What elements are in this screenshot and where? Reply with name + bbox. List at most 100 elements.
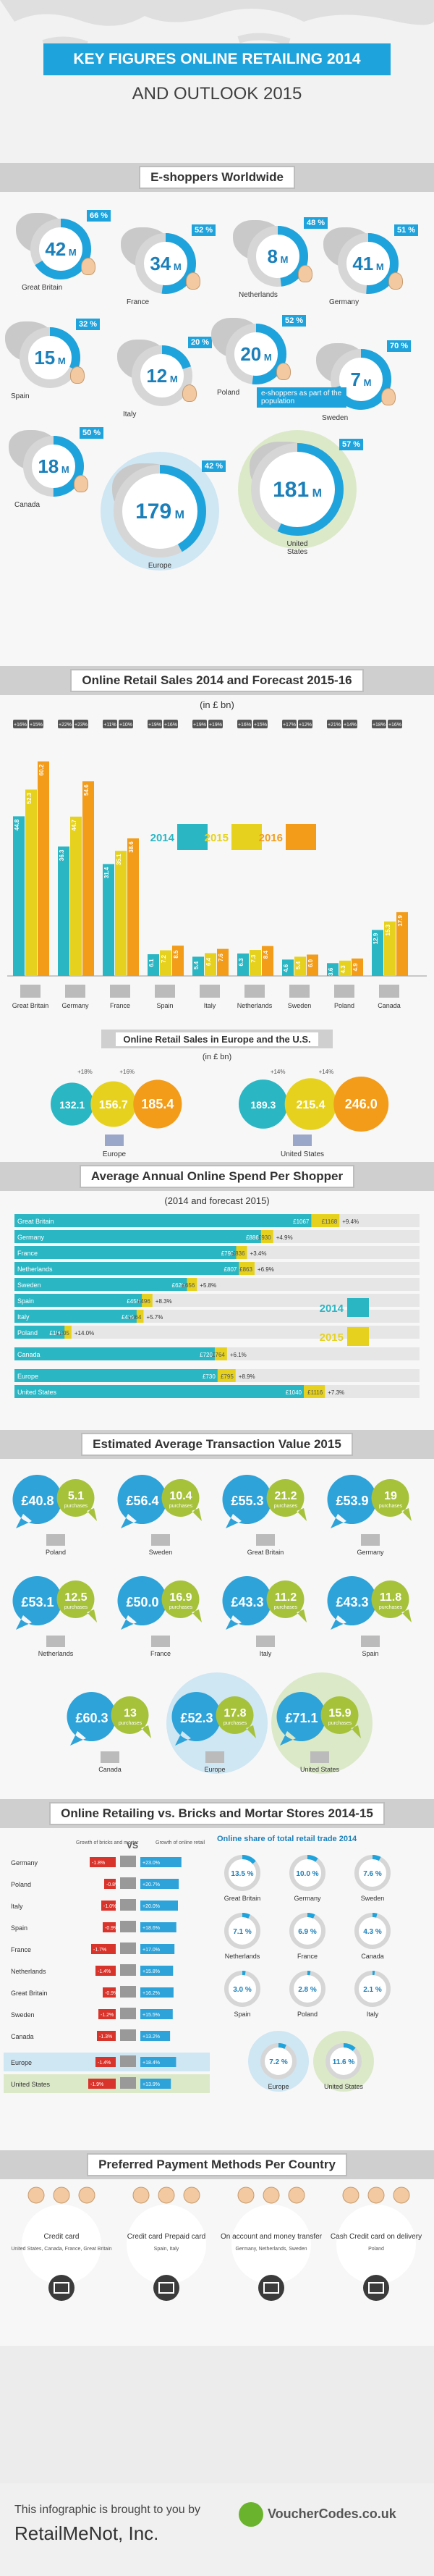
avatar-icon xyxy=(186,272,200,290)
avatar-icon xyxy=(182,384,197,402)
share-ring: 12 M xyxy=(132,345,192,406)
sales-value-label: 4.3 xyxy=(340,965,346,974)
avatar-icon xyxy=(183,2186,200,2204)
transaction-value: £60.3 xyxy=(75,1711,108,1725)
country-flag-icon xyxy=(65,985,85,998)
growth-label: +12% xyxy=(299,723,312,728)
eshopper-pct: 50 % xyxy=(80,427,104,439)
category-label: Great Britain xyxy=(12,1002,49,1009)
growth-badge xyxy=(327,720,341,728)
transaction-value: £52.3 xyxy=(180,1711,213,1725)
avatar-icon xyxy=(381,388,396,405)
purchases-label: purchases xyxy=(64,1605,88,1610)
country-flag-icon xyxy=(120,1899,136,1911)
legend-label: 2014 xyxy=(150,832,175,844)
category-label: Sweden xyxy=(288,1002,312,1009)
avatar-icon xyxy=(70,366,85,384)
share-ring-fill xyxy=(289,1855,326,1891)
transaction-purchases: 10.4 xyxy=(169,1490,192,1502)
eshopper-pct: 32 % xyxy=(76,319,101,330)
eshopper-unit: M xyxy=(59,464,69,475)
speech-bubble-icon xyxy=(327,1475,377,1528)
share-value: 2.1 % xyxy=(363,1986,382,1994)
spend-bar-2014 xyxy=(14,1278,187,1291)
purchases-label: purchases xyxy=(169,1605,193,1610)
sales-bar xyxy=(294,956,306,976)
share-ring: 41 M xyxy=(338,233,399,294)
category-label: Canada xyxy=(378,1002,401,1009)
sales-bar xyxy=(372,930,383,976)
legend-swatch xyxy=(231,824,262,850)
sales-value-label: 6.0 xyxy=(307,959,314,967)
eshopper-legend-note: e-shoppers as part of the population xyxy=(257,387,346,408)
sales-bar xyxy=(13,816,25,976)
spend-bar-2014 xyxy=(14,1369,218,1382)
speech-bubble-icon xyxy=(222,1475,272,1528)
country-flag-icon xyxy=(205,1751,224,1763)
transaction-purchases: 5.1 xyxy=(68,1490,84,1502)
eu-us-value: 246.0 xyxy=(345,1097,378,1111)
purchases-label: purchases xyxy=(119,1721,142,1726)
bricks-value: -1.8% xyxy=(92,1861,105,1866)
sales-bar xyxy=(282,959,294,976)
section-header-sales: Online Retail Sales 2014 and Forecast 20… xyxy=(0,666,434,695)
category-label: Netherlands xyxy=(237,1002,273,1009)
card-icon xyxy=(48,2275,75,2301)
payment-method: Cash Credit card on delivery xyxy=(331,2233,422,2241)
ring-fill xyxy=(135,233,196,294)
growth-badge xyxy=(148,720,162,728)
sales-value-label: 8.4 xyxy=(263,951,269,959)
sales-value-label: 3.6 xyxy=(328,967,334,976)
footer-logo: VoucherCodes.co.uk xyxy=(268,2506,396,2521)
spend-value-2015: £836 xyxy=(232,1250,245,1257)
transaction-bubbles: £40.8 5.1 purchases Poland £56.4 10.4 purchase… xyxy=(12,1475,412,1774)
payment-countries: Spain, Italy xyxy=(154,2247,179,2252)
spend-value-2015: £795 xyxy=(221,1373,234,1380)
legend-label: 2014 xyxy=(320,1302,344,1315)
col-right-label: Growth of online retail xyxy=(156,1840,205,1845)
share-country: United States xyxy=(324,2083,364,2090)
share-value: 7.6 % xyxy=(363,1870,382,1878)
speech-bubble-icon xyxy=(222,1576,272,1630)
sales-value-label: 7.6 xyxy=(218,953,224,961)
bricks-value: -0.9% xyxy=(105,1926,118,1931)
eshopper-unit: M xyxy=(261,352,271,363)
spend-category: France xyxy=(17,1250,38,1257)
sales-bar xyxy=(148,954,159,976)
share-ring: 34 M xyxy=(135,233,196,294)
sales-value-label: 5.4 xyxy=(193,961,200,969)
transaction-purchases: 11.8 xyxy=(380,1591,401,1604)
sales-bar xyxy=(205,953,216,976)
eu-us-bubble xyxy=(284,1078,337,1130)
share-value: 3.0 % xyxy=(233,1986,252,1994)
spend-growth: +4.9% xyxy=(276,1234,293,1241)
growth-badge xyxy=(58,720,72,728)
country-flag-icon xyxy=(155,985,175,998)
eu-us-bubble xyxy=(90,1081,137,1127)
purchases-label: purchases xyxy=(379,1504,403,1509)
bricks-bar xyxy=(91,1944,116,1954)
sales-bar xyxy=(192,956,204,976)
eshopper-pct: 66 % xyxy=(87,210,111,222)
eshoppers-section: 42 M 66 % Great Britain 34 M 52 % France 8 M 48… xyxy=(0,192,434,666)
growth-badge xyxy=(208,720,223,728)
online-bar xyxy=(140,1879,179,1889)
ring-fill xyxy=(23,436,84,497)
subsection-title: Online Retail Sales in Europe and the U.… xyxy=(116,1032,318,1046)
avatar-icon xyxy=(276,363,291,380)
transaction-country: Germany xyxy=(357,1549,384,1556)
online-bar xyxy=(140,1901,178,1911)
spend-value-2015: £496 xyxy=(137,1298,150,1305)
online-value: +15.5% xyxy=(142,2013,160,2018)
spend-value-2015: £930 xyxy=(258,1234,271,1241)
transaction-value: £56.4 xyxy=(126,1494,158,1508)
bricks-country: Spain xyxy=(11,1924,27,1932)
spend-bar-2014 xyxy=(14,1262,239,1275)
eshopper-pct: 20 % xyxy=(188,337,213,348)
transaction-value: £55.3 xyxy=(231,1494,263,1508)
country-flag-icon xyxy=(334,985,354,998)
sales-value-label: 6.1 xyxy=(148,959,155,967)
spend-category: Germany xyxy=(17,1234,45,1241)
growth-badge xyxy=(298,720,312,728)
eshopper-value: 41 M xyxy=(352,253,383,274)
